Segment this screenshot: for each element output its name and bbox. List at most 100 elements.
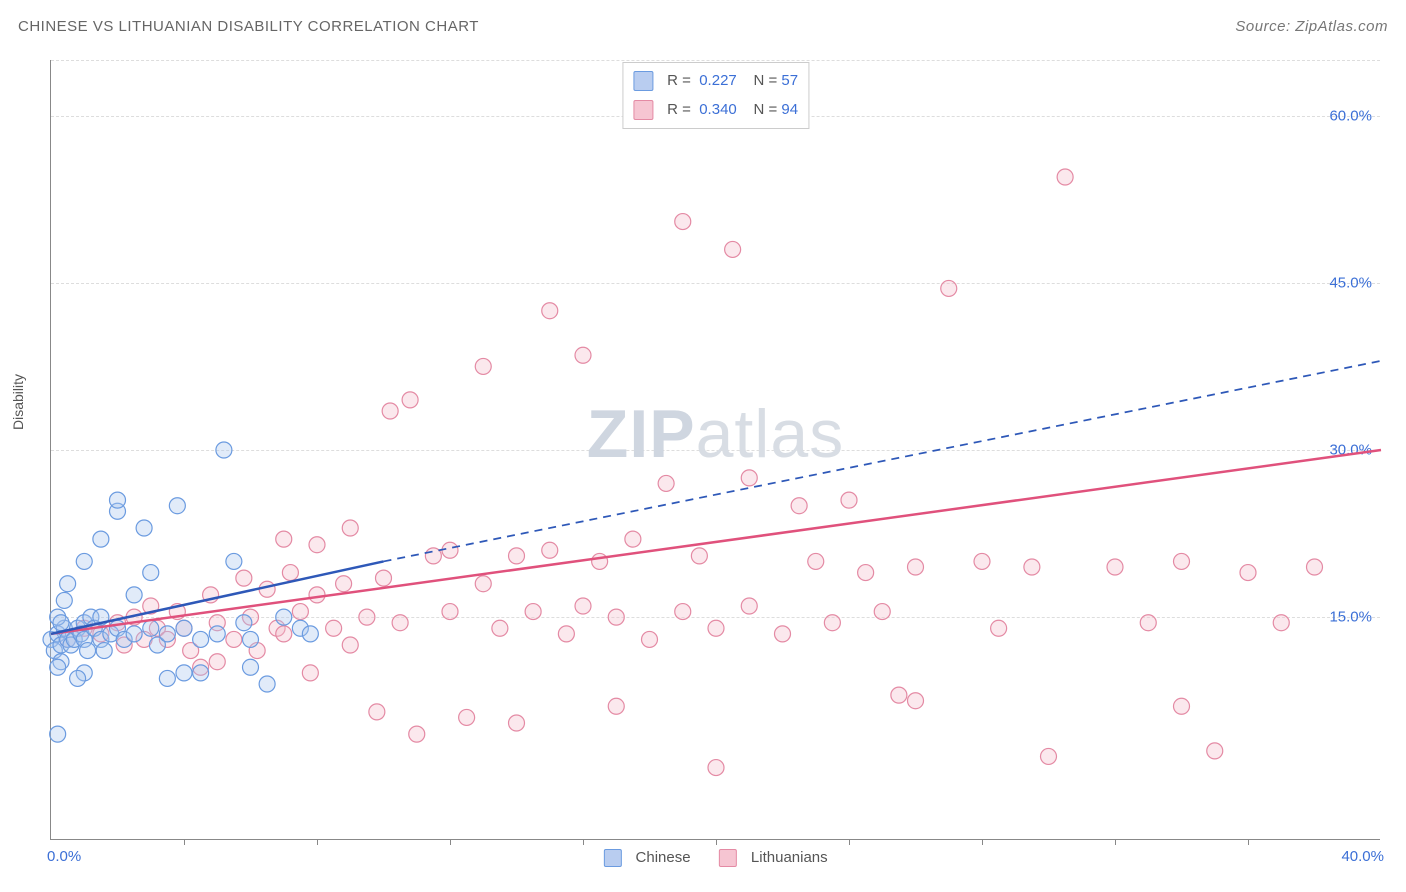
eq: = [768,72,777,89]
data-point [143,565,159,581]
data-point [1174,553,1190,569]
r-label: R [667,101,678,118]
x-tick-max: 40.0% [1341,848,1384,865]
source-value: ZipAtlas.com [1295,18,1388,35]
chart-svg [51,60,1380,839]
data-point [891,687,907,703]
data-point [691,548,707,564]
n-label: N [753,101,764,118]
data-point [608,609,624,625]
data-point [908,693,924,709]
data-point [509,548,525,564]
data-point [1140,615,1156,631]
chart-plot-area: 15.0%30.0%45.0%60.0% ZIPatlas R = 0.227 … [50,60,1380,840]
data-point [392,615,408,631]
data-point [1240,565,1256,581]
data-point [56,592,72,608]
x-tick-mark [716,839,717,845]
data-point [402,392,418,408]
data-point [874,604,890,620]
data-point [243,659,259,675]
swatch-chinese-icon [603,849,621,867]
data-point [292,604,308,620]
data-point [96,643,112,659]
data-point [741,470,757,486]
data-point [176,620,192,636]
data-point [259,676,275,692]
x-tick-mark [583,839,584,845]
data-point [841,492,857,508]
data-point [159,670,175,686]
r-label: R [667,72,678,89]
data-point [226,553,242,569]
data-point [76,553,92,569]
r-value-lithuanians: 0.340 [699,101,737,118]
data-point [525,604,541,620]
data-point [143,620,159,636]
data-point [675,214,691,230]
data-point [941,280,957,296]
x-tick-mark [982,839,983,845]
data-point [326,620,342,636]
x-tick-mark [184,839,185,845]
series-legend: Chinese Lithuanians [591,849,839,867]
data-point [509,715,525,731]
data-point [236,570,252,586]
chart-title: CHINESE VS LITHUANIAN DISABILITY CORRELA… [18,18,479,35]
data-point [176,665,192,681]
data-point [70,670,86,686]
data-point [575,347,591,363]
data-point [991,620,1007,636]
legend-row-lithuanians: R = 0.340 N = 94 [633,96,798,125]
trend-line-dash [384,361,1382,562]
data-point [658,475,674,491]
data-point [276,531,292,547]
data-point [442,604,458,620]
data-point [775,626,791,642]
data-point [708,620,724,636]
data-point [309,587,325,603]
data-point [492,620,508,636]
n-label: N [753,72,764,89]
data-point [741,598,757,614]
data-point [608,698,624,714]
data-point [1107,559,1123,575]
data-point [409,726,425,742]
data-point [209,654,225,670]
x-tick-mark [849,839,850,845]
data-point [236,615,252,631]
data-point [159,626,175,642]
swatch-lithuanians-icon [719,849,737,867]
data-point [708,760,724,776]
data-point [342,637,358,653]
data-point [276,626,292,642]
data-point [309,537,325,553]
data-point [542,303,558,319]
trend-line [51,450,1381,634]
data-point [282,565,298,581]
data-point [302,665,318,681]
data-point [475,576,491,592]
data-point [53,615,69,631]
data-point [459,709,475,725]
legend-item-lithuanians: Lithuanians [719,849,828,867]
x-tick-mark [1248,839,1249,845]
r-value-chinese: 0.227 [699,72,737,89]
data-point [302,626,318,642]
data-point [110,492,126,508]
data-point [791,498,807,514]
data-point [226,631,242,647]
x-tick-mark [450,839,451,845]
data-point [558,626,574,642]
data-point [60,576,76,592]
swatch-chinese [633,71,653,91]
eq: = [768,101,777,118]
data-point [808,553,824,569]
data-point [216,442,232,458]
data-point [193,631,209,647]
eq: = [682,101,691,118]
x-tick-min: 0.0% [47,848,81,865]
data-point [336,576,352,592]
data-point [625,531,641,547]
data-point [858,565,874,581]
